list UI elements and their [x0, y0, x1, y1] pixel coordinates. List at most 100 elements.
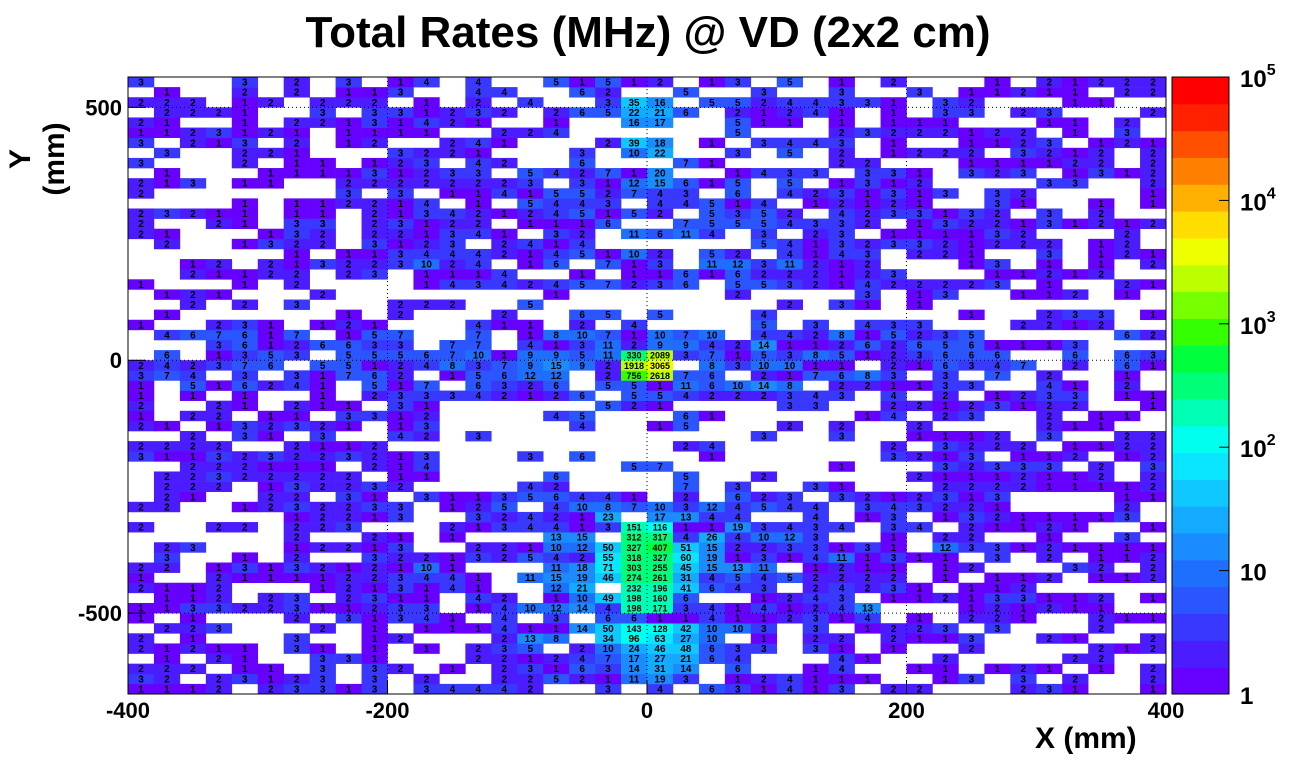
- cell-value-label: 1: [320, 583, 326, 594]
- heatmap-cell: [750, 542, 778, 553]
- cell-value-label: 1: [1124, 411, 1130, 422]
- cell-value-label: 1: [1046, 593, 1052, 604]
- heatmap-cell: [1140, 552, 1167, 563]
- heatmap-cell: [906, 683, 933, 695]
- heatmap-cell: [776, 147, 803, 159]
- heatmap-cell: [335, 168, 362, 179]
- heatmap-cell: [595, 400, 622, 412]
- heatmap-cell: [413, 127, 440, 138]
- heatmap-cell: [595, 380, 622, 391]
- cell-value-label: 3: [969, 361, 975, 372]
- heatmap-cell: [854, 491, 881, 503]
- heatmap-cell: [491, 592, 518, 604]
- heatmap-cell: [543, 117, 570, 128]
- cell-value-label: 1: [138, 684, 144, 695]
- cell-value-label: 3: [787, 391, 793, 402]
- cell-value-label: 3: [995, 199, 1001, 210]
- heatmap-cell: [880, 360, 907, 371]
- cell-value-label: 1: [1124, 553, 1130, 564]
- cell-value-label: 2: [813, 229, 819, 240]
- cell-value-label: 1: [501, 209, 507, 220]
- heatmap-cell: [828, 127, 855, 138]
- heatmap-cell: [984, 228, 1011, 240]
- cell-value-label: 3: [839, 593, 845, 604]
- cell-value-label: 1: [424, 270, 430, 281]
- heatmap-cell: [309, 208, 336, 219]
- cell-value-label: 2: [735, 108, 741, 119]
- heatmap-cell: [1140, 178, 1167, 189]
- heatmap-cells: [128, 77, 1167, 695]
- cell-value-label: 2: [527, 684, 533, 695]
- cell-value-label: 1: [424, 219, 430, 230]
- heatmap-cell: [802, 97, 829, 108]
- cell-value-label: 2: [865, 270, 871, 281]
- heatmap-cell: [1088, 147, 1115, 159]
- cell-value-label: 2: [138, 209, 144, 220]
- cell-value-label: 8: [605, 502, 611, 513]
- cell-value-label: 3: [787, 492, 793, 503]
- cell-value-label: 21: [577, 583, 589, 594]
- heatmap-cell: [880, 188, 907, 199]
- heatmap-cell: [750, 673, 778, 685]
- cell-value-label: 1: [969, 128, 975, 139]
- heatmap-cell: [906, 339, 933, 351]
- cell-value-label: 2: [527, 674, 533, 685]
- heatmap-cell: [569, 623, 596, 634]
- heatmap-cell: [1062, 511, 1089, 523]
- heatmap-cell: [1036, 410, 1063, 422]
- heatmap-cell: [257, 501, 284, 513]
- heatmap-cell: [828, 137, 855, 149]
- cell-value-label: 2: [891, 573, 897, 584]
- cell-value-label: 31: [680, 573, 692, 584]
- cell-value-label: 4: [709, 614, 715, 625]
- cell-value-label: 2: [424, 411, 430, 422]
- heatmap-cell: [283, 572, 310, 584]
- cell-value-label: 2: [1072, 361, 1078, 372]
- cell-value-label: 1: [320, 573, 326, 584]
- heatmap-cell: [128, 360, 155, 371]
- heatmap-cell: [932, 289, 959, 300]
- heatmap-cell: [153, 602, 181, 614]
- heatmap-cell: [854, 501, 881, 513]
- heatmap-cell: [543, 228, 570, 240]
- heatmap-cell: [724, 218, 752, 230]
- cell-value-label: 10: [706, 624, 718, 635]
- heatmap-cell: [413, 107, 440, 118]
- heatmap-cell: [828, 269, 855, 280]
- cell-value-label: 2: [501, 128, 507, 139]
- cell-value-label: 2: [1046, 270, 1052, 281]
- heatmap-cell: [439, 562, 466, 573]
- cell-value-label: 5: [579, 250, 585, 261]
- cell-value-label: 1: [631, 492, 637, 503]
- cell-value-label: 4: [476, 250, 482, 261]
- cell-value-label: 2: [501, 179, 507, 190]
- heatmap-cell: [595, 188, 622, 199]
- cell-value-label: 198: [627, 593, 642, 603]
- heatmap-cell: [335, 602, 362, 614]
- heatmap-cell: [179, 613, 207, 624]
- cell-value-label: 6: [969, 341, 975, 352]
- heatmap-cell: [309, 420, 336, 432]
- cell-value-label: 3: [346, 189, 352, 200]
- cell-value-label: 2: [527, 280, 533, 291]
- cell-value-label: 2: [1046, 553, 1052, 564]
- heatmap-cell: [595, 77, 622, 88]
- cell-value-label: 6: [553, 472, 559, 483]
- heatmap-cell: [1088, 137, 1115, 149]
- heatmap-cell: [932, 572, 959, 584]
- heatmap-cell: [621, 147, 648, 159]
- cell-value-label: 3: [294, 371, 300, 382]
- heatmap-cell: [1036, 147, 1063, 159]
- heatmap-cell: [906, 248, 933, 260]
- cell-value-label: 3: [761, 644, 767, 655]
- cell-value-label: 1: [1124, 371, 1130, 382]
- cell-value-label: 2: [917, 452, 923, 463]
- cell-value-label: 2: [527, 381, 533, 392]
- cell-value-label: 3: [735, 78, 741, 89]
- cell-value-label: 2: [242, 88, 248, 99]
- colorbar-segment: [1172, 211, 1229, 239]
- heatmap-cell: [205, 441, 233, 452]
- heatmap-cell: [413, 269, 440, 280]
- heatmap-cell: [958, 481, 985, 492]
